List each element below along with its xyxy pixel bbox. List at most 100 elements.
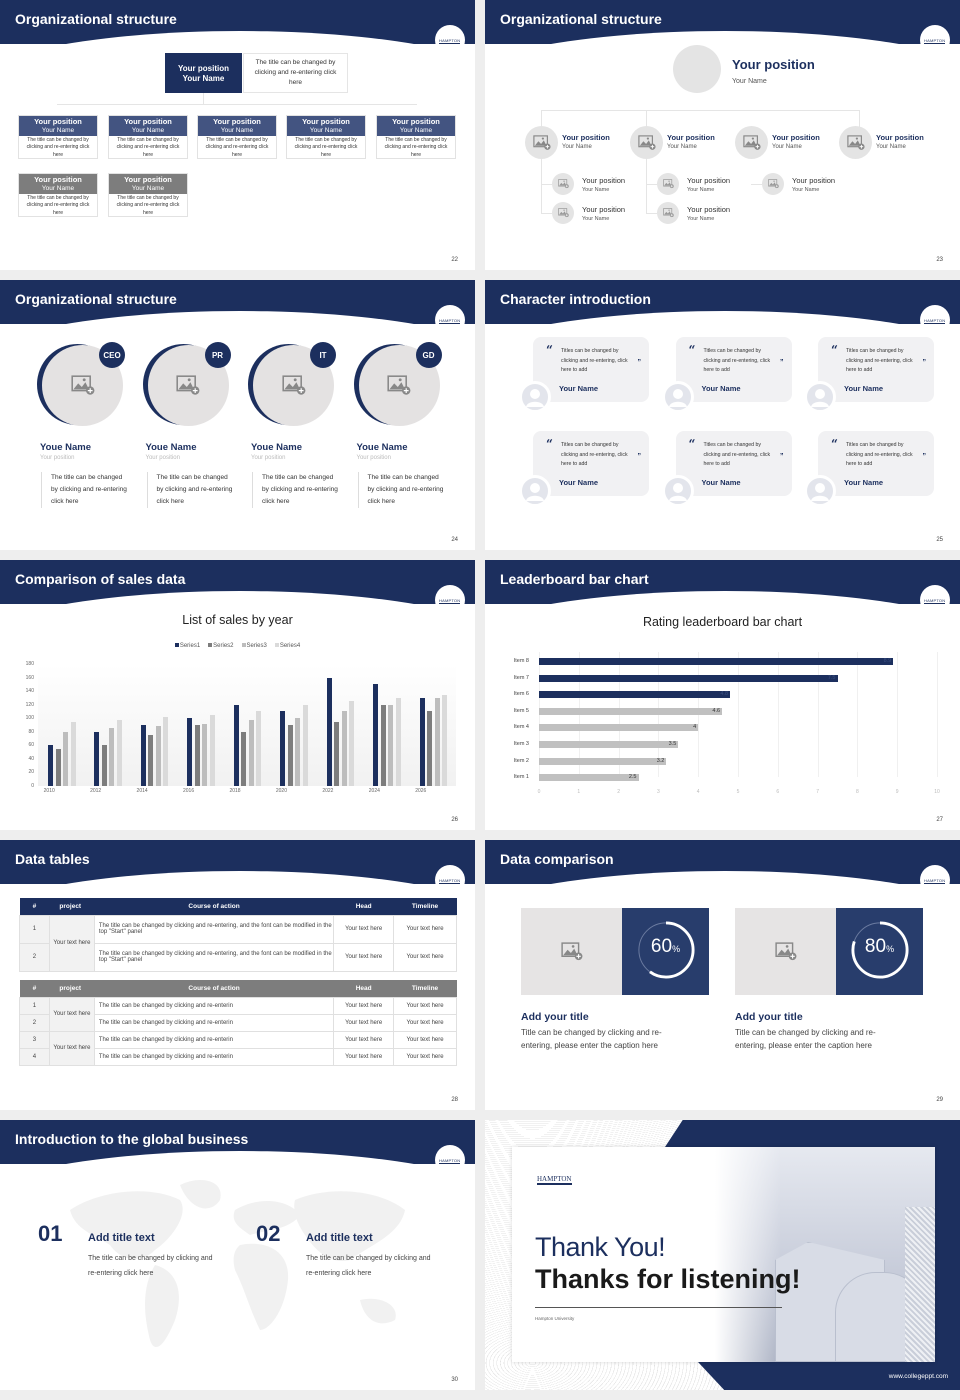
slide-28-data-tables[interactable]: Data tables HAMPTON # project Course of ac… <box>0 840 475 1110</box>
chart-bar <box>380 704 386 786</box>
top-description[interactable]: The title can be changed by clicking and… <box>243 53 348 93</box>
org-box[interactable]: Your position Your Name The title can be … <box>18 115 98 159</box>
category-label: Item 5 <box>513 707 529 714</box>
name: Your Name <box>667 143 697 150</box>
quote-card[interactable]: “ Titles can be changed by clicking and … <box>675 431 792 496</box>
chart-bar <box>395 697 401 786</box>
quote-card[interactable]: “ Titles can be changed by clicking and … <box>818 337 934 402</box>
leaderboard-bar: 3.5 <box>539 741 679 748</box>
name: Your Name <box>562 143 592 150</box>
x-tick: 2026 <box>415 788 427 794</box>
logo-badge: HAMPTON <box>920 305 950 335</box>
quote-text: Titles can be changed by clicking and re… <box>846 348 913 373</box>
leaderboard-bar: 2.5 <box>539 774 639 782</box>
chart-bar <box>349 701 355 786</box>
open-quote-icon: “ <box>688 343 696 357</box>
quote-card[interactable]: “ Titles can be changed by clicking and … <box>675 337 792 402</box>
position: Your position <box>772 133 820 142</box>
person-description: The title can be changed by clicking and… <box>146 472 235 508</box>
image-placeholder[interactable] <box>521 908 622 995</box>
quote-card[interactable]: “ Titles can be changed by clicking and … <box>533 431 649 496</box>
quote-author: Your Name <box>844 478 884 487</box>
column-chart-plot <box>38 664 456 786</box>
name: Your Name <box>792 186 820 193</box>
data-table-2: # project Course of action Head Timeline 1 You… <box>19 980 457 1066</box>
x-tick: 10 <box>934 789 940 795</box>
logo-badge: HAMPTON <box>435 865 465 895</box>
legend-item: Series1 <box>174 643 200 649</box>
top-name: Your Name <box>732 78 767 85</box>
org-box[interactable]: Your position Your Name The title can be … <box>18 173 98 217</box>
chart-bar <box>442 694 448 786</box>
name: Your Name <box>687 215 715 222</box>
close-quote-icon: ” <box>637 359 642 366</box>
item-description: The title can be changed by clicking and… <box>306 1255 431 1277</box>
table-row: 1 Your text here The title can be changed … <box>19 996 457 1032</box>
quote-card[interactable]: “ Titles can be changed by clicking and … <box>818 431 934 496</box>
quote-text: Titles can be changed by clicking and re… <box>561 442 628 467</box>
category-label: Item 6 <box>513 691 529 698</box>
person-avatar[interactable]: IT <box>248 342 336 430</box>
legend-item: Series3 <box>241 643 267 649</box>
chart-bar <box>109 728 115 786</box>
image-placeholder-icon <box>387 375 411 396</box>
person-position: Your position <box>251 455 286 461</box>
photo-placeholder[interactable] <box>762 173 784 195</box>
slide-25-character-introduction[interactable]: Character introduction HAMPTON “ Titles … <box>485 280 960 550</box>
website-url[interactable]: www.collegeppt.com <box>888 1373 948 1380</box>
org-box[interactable]: Your position Your Name The title can be … <box>108 173 188 217</box>
photo-placeholder[interactable] <box>839 126 872 159</box>
photo-placeholder[interactable] <box>552 202 574 224</box>
photo-placeholder[interactable] <box>657 202 679 224</box>
person-name: Youe Name <box>145 442 197 453</box>
x-tick: 2010 <box>43 788 55 794</box>
photo-placeholder[interactable] <box>657 173 679 195</box>
logo-badge: HAMPTON <box>435 305 465 335</box>
logo-badge: HAMPTON <box>920 585 950 615</box>
close-quote-icon: ” <box>780 453 784 460</box>
slide-24-org-structure[interactable]: Organizational structure HAMPTON CEO You… <box>0 280 475 550</box>
logo-badge: HAMPTON <box>920 865 950 895</box>
org-box[interactable]: Your position Your Name The title can be … <box>108 115 188 159</box>
name: Your Name <box>582 186 610 193</box>
person-avatar[interactable]: PR <box>142 342 231 430</box>
image-placeholder[interactable] <box>735 908 836 995</box>
position: Your position <box>562 133 610 142</box>
page-number: 22 <box>451 257 458 263</box>
category-label: Item 2 <box>513 757 529 764</box>
top-photo-placeholder[interactable] <box>673 45 721 93</box>
close-quote-icon: ” <box>922 359 927 366</box>
image-placeholder-icon <box>662 179 674 189</box>
photo-placeholder[interactable] <box>552 173 574 195</box>
logo-badge: HAMPTON <box>920 25 950 55</box>
slide-26-sales-chart[interactable]: Comparison of sales data HAMPTON List of… <box>0 560 475 830</box>
divider <box>535 1307 782 1308</box>
photo-placeholder[interactable] <box>735 126 768 159</box>
slide-31-thank-you[interactable]: HAMPTON Thank You! Thanks for listening!… <box>485 1120 960 1390</box>
person-avatar[interactable]: GD <box>353 342 442 430</box>
photo-placeholder[interactable] <box>525 126 558 159</box>
campus-building-photo <box>715 1147 935 1362</box>
person-description: The title can be changed by clicking and… <box>41 472 129 508</box>
slide-27-leaderboard[interactable]: Leaderboard bar chart HAMPTON Rating lea… <box>485 560 960 830</box>
slide-29-data-comparison[interactable]: Data comparison HAMPTON 60% Add your tit… <box>485 840 960 1110</box>
page-number: 24 <box>451 537 458 543</box>
x-tick: 2014 <box>136 788 148 794</box>
person-avatar[interactable]: CEO <box>37 342 125 430</box>
org-box[interactable]: Your position Your Name The title can be … <box>376 115 456 159</box>
chart-bar <box>55 748 61 786</box>
photo-placeholder[interactable] <box>630 126 663 159</box>
person-name: Youe Name <box>251 442 303 453</box>
slide-22-org-structure[interactable]: Organizational structure HAMPTON Your po… <box>0 0 475 270</box>
org-box[interactable]: Your position Your Name The title can be … <box>286 115 366 159</box>
top-position-box[interactable]: Your position Your Name <box>165 53 242 93</box>
slide-30-global-business[interactable]: Introduction to the global business HAMP… <box>0 1120 475 1390</box>
x-tick: 2 <box>617 789 620 795</box>
chart-bar <box>427 711 433 786</box>
leaderboard-bar: 7.5 <box>539 674 838 682</box>
org-box[interactable]: Your position Your Name The title can be … <box>197 115 277 159</box>
quote-card[interactable]: “ Titles can be changed by clicking and … <box>533 337 649 402</box>
chart-bar <box>202 723 208 786</box>
slide-23-org-structure[interactable]: Organizational structure HAMPTON Your po… <box>485 0 960 270</box>
quote-author: Your Name <box>559 384 599 393</box>
